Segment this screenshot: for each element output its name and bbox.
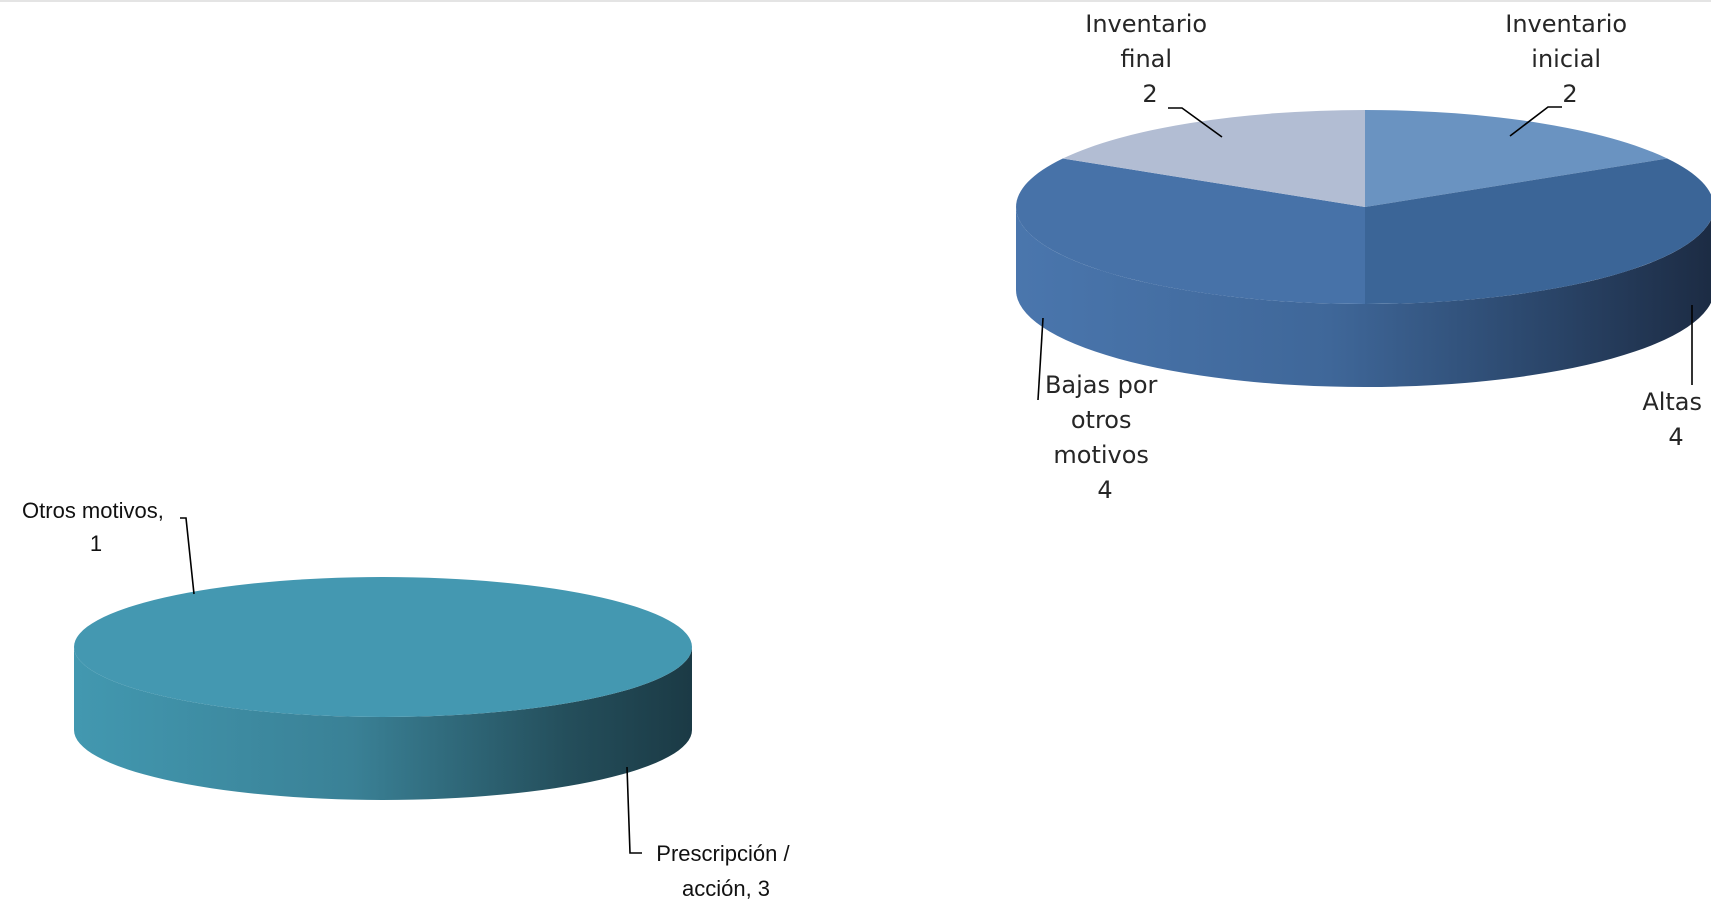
data-label-altas: Altas 4 xyxy=(1642,388,1709,451)
leader-line-inventario-inicial xyxy=(1509,106,1562,137)
leader-line-otros-motivos xyxy=(180,517,195,595)
pie-slice-bajas-por-otros-motivos xyxy=(1016,158,1365,304)
leader-line-prescripcion-accion xyxy=(626,766,642,854)
inventory-pie-chart: Inventario inicial 2 Altas 4 Bajas por o… xyxy=(1016,10,1711,504)
data-label-otros-motivos: Otros motivos, 1 xyxy=(22,498,170,556)
pie-slice-inventario-inicial xyxy=(1365,110,1668,207)
leader-line-bajas-por-otros-motivos xyxy=(1037,317,1044,401)
pie-side-wall xyxy=(1016,207,1711,387)
pie-slice-otros-motivos xyxy=(74,577,383,647)
pie-slice-altas xyxy=(1365,158,1711,304)
pie-side-wall xyxy=(74,647,692,800)
top-divider xyxy=(0,0,1711,2)
data-label-prescripcion-accion: Prescripción / acción, 3 xyxy=(656,841,795,900)
pie-slice-inventario-final xyxy=(1062,110,1365,207)
data-label-inventario-inicial: Inventario inicial 2 xyxy=(1505,10,1634,108)
leader-line-inventario-final xyxy=(1168,107,1223,138)
motivos-pie-chart: Prescripción / acción, 3 Otros motivos, … xyxy=(22,498,795,900)
data-label-inventario-final: Inventario final 2 xyxy=(1085,10,1214,108)
data-label-bajas-por-otros-motivos: Bajas por otros motivos 4 xyxy=(1045,371,1165,504)
